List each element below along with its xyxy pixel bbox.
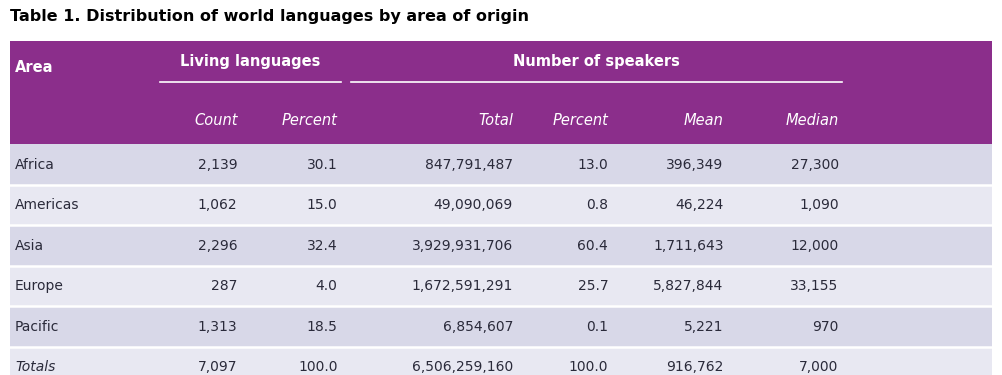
Text: Pacific: Pacific [15,320,59,334]
Bar [10,41,992,96]
Text: Total: Total [478,112,513,128]
Text: 60.4: 60.4 [577,238,608,253]
Text: 32.4: 32.4 [307,238,338,253]
Text: 916,762: 916,762 [666,360,723,374]
Text: 2,139: 2,139 [197,158,237,172]
Text: 6,854,607: 6,854,607 [443,320,513,334]
Text: 1,090: 1,090 [799,198,839,212]
Text: Percent: Percent [282,112,338,128]
Text: 1,313: 1,313 [197,320,237,334]
Text: 27,300: 27,300 [791,158,839,172]
Text: 15.0: 15.0 [307,198,338,212]
Text: Count: Count [194,112,237,128]
Text: Mean: Mean [683,112,723,128]
Text: Europe: Europe [15,279,64,293]
Text: Totals: Totals [15,360,55,374]
Text: 100.0: 100.0 [569,360,608,374]
Text: 46,224: 46,224 [675,198,723,212]
Text: Asia: Asia [15,238,44,253]
Bar [10,185,992,225]
Text: 0.8: 0.8 [586,198,608,212]
Text: 1,672,591,291: 1,672,591,291 [412,279,513,293]
Text: Number of speakers: Number of speakers [513,54,679,69]
Text: 970: 970 [813,320,839,334]
Text: 30.1: 30.1 [307,158,338,172]
Bar [10,347,992,375]
Text: 847,791,487: 847,791,487 [425,158,513,172]
Text: 5,221: 5,221 [684,320,723,334]
Text: Americas: Americas [15,198,79,212]
Text: 5,827,844: 5,827,844 [653,279,723,293]
Text: 6,506,259,160: 6,506,259,160 [412,360,513,374]
Text: 13.0: 13.0 [577,158,608,172]
Text: 33,155: 33,155 [791,279,839,293]
Text: 25.7: 25.7 [577,279,608,293]
Text: 4.0: 4.0 [316,279,338,293]
Text: 100.0: 100.0 [299,360,338,374]
Bar [10,96,992,144]
Text: 2,296: 2,296 [197,238,237,253]
Text: Africa: Africa [15,158,55,172]
Text: 396,349: 396,349 [666,158,723,172]
Text: 18.5: 18.5 [307,320,338,334]
Text: 7,000: 7,000 [800,360,839,374]
Text: 7,097: 7,097 [198,360,237,374]
Bar [10,306,992,347]
Text: 0.1: 0.1 [586,320,608,334]
Text: 49,090,069: 49,090,069 [434,198,513,212]
Text: Percent: Percent [552,112,608,128]
Text: 287: 287 [211,279,237,293]
Text: Area: Area [15,60,53,75]
Text: 12,000: 12,000 [791,238,839,253]
Bar [10,266,992,306]
Text: 3,929,931,706: 3,929,931,706 [412,238,513,253]
Text: Living languages: Living languages [180,54,321,69]
Text: 1,711,643: 1,711,643 [653,238,723,253]
Bar [10,225,992,266]
Text: 1,062: 1,062 [197,198,237,212]
Bar [10,144,992,185]
Text: Table 1. Distribution of world languages by area of origin: Table 1. Distribution of world languages… [10,9,529,24]
Text: Median: Median [786,112,839,128]
